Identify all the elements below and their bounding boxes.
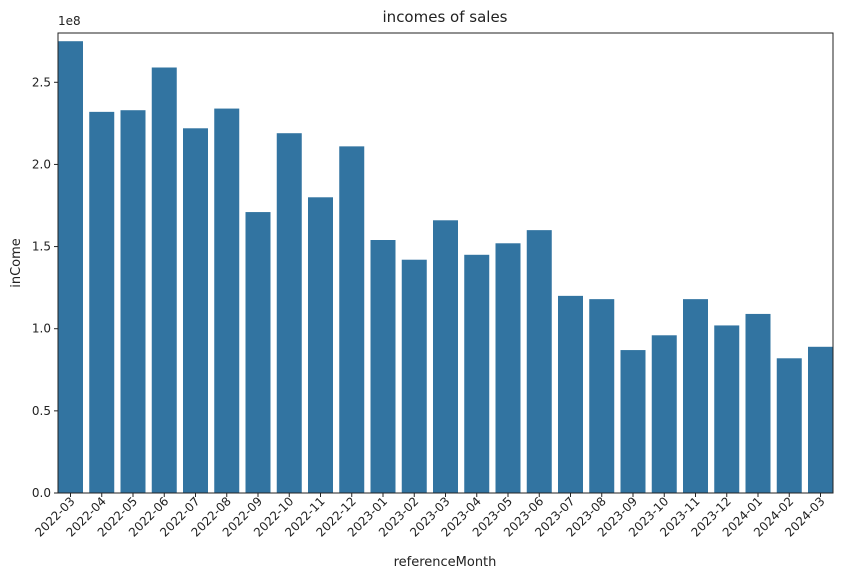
bar-2024-03 xyxy=(808,346,833,493)
bar-2023-05 xyxy=(495,243,521,493)
bar-2022-11 xyxy=(308,197,333,494)
y-axis-ticks: 0.0 0.5 1.0 1.5 2.0 2.5 xyxy=(32,75,58,500)
y-axis-title: inCome xyxy=(9,238,24,288)
bars-group xyxy=(58,41,833,494)
bar-2023-06 xyxy=(526,230,552,493)
x-axis-ticks: 2022-032022-042022-052022-062022-072022-… xyxy=(32,493,828,540)
bar-2023-03 xyxy=(433,220,458,494)
bar-2023-02 xyxy=(401,259,427,493)
chart-title: incomes of sales xyxy=(383,8,508,26)
bar-2024-01 xyxy=(745,313,771,493)
y-tick-label: 2.5 xyxy=(32,75,51,89)
bar-2022-09 xyxy=(245,212,271,493)
bar-2023-11 xyxy=(683,299,708,493)
bar-2022-06 xyxy=(151,67,177,493)
y-tick-label: 2.0 xyxy=(32,157,51,171)
bar-2023-12 xyxy=(714,325,740,493)
y-tick-label: 1.0 xyxy=(32,322,51,336)
bar-2022-10 xyxy=(276,133,302,493)
bar-2022-07 xyxy=(183,128,208,494)
plot-frame xyxy=(57,32,834,494)
y-axis-offset-label: 1e8 xyxy=(58,14,81,28)
bar-2023-09 xyxy=(620,350,646,493)
y-tick-label: 0.0 xyxy=(32,486,51,500)
bar-2023-10 xyxy=(651,335,677,493)
bar-2022-03 xyxy=(58,41,83,494)
y-tick-label: 1.5 xyxy=(32,240,51,254)
bar-2024-02 xyxy=(776,358,802,493)
x-axis-title: referenceMonth xyxy=(394,555,497,570)
bar-2023-07 xyxy=(558,295,583,493)
bar-2022-05 xyxy=(120,110,146,494)
bar-2022-08 xyxy=(214,108,240,493)
bar-2022-04 xyxy=(89,111,115,494)
bar-2023-01 xyxy=(370,240,396,493)
y-tick-label: 0.5 xyxy=(32,404,51,418)
bar-2023-08 xyxy=(589,299,615,493)
bar-2023-04 xyxy=(464,254,490,493)
bar-2022-12 xyxy=(339,146,365,494)
